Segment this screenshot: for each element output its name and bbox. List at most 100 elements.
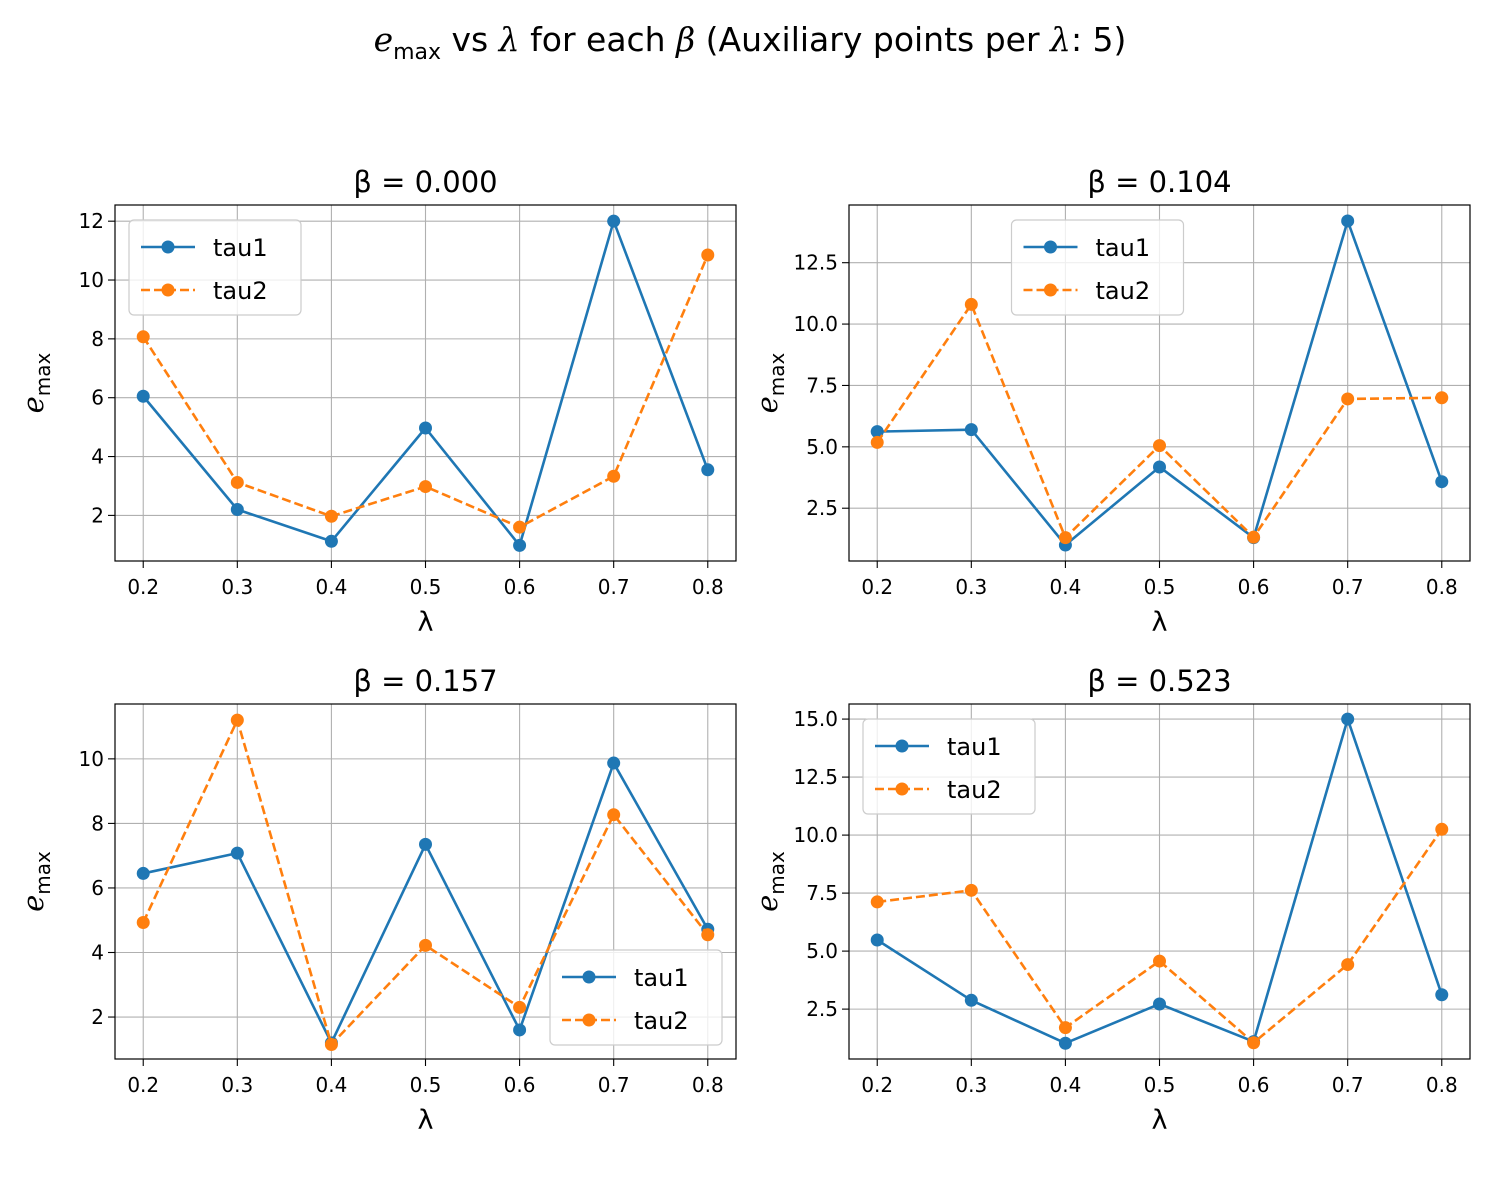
y-tick-label: 8 bbox=[91, 811, 104, 835]
data-point-tau2 bbox=[324, 509, 338, 523]
y-tick-label: 5.0 bbox=[806, 435, 838, 459]
data-point-tau2 bbox=[419, 938, 432, 952]
y-tick-label: 2.5 bbox=[806, 997, 838, 1021]
subplot-1: 0.2 0.3 0.4 0.5 0.6 0.7 0.8 2 4 6 8 10 12 β = 0.000 λ e… bbox=[16, 165, 737, 638]
x-tick-label: 0.8 bbox=[692, 575, 724, 599]
data-point-tau2 bbox=[419, 480, 432, 494]
y-tick-label: 4 bbox=[91, 445, 104, 469]
data-point-tau2 bbox=[1435, 391, 1449, 405]
x-tick-label: 0.7 bbox=[598, 575, 630, 599]
data-point-tau2 bbox=[513, 1000, 527, 1014]
y-axis-label-subscript: max bbox=[31, 352, 55, 396]
subplot-title: β = 0.104 bbox=[1087, 165, 1231, 199]
figure-title: emax vs λ for each β (Auxiliary points p… bbox=[0, 20, 1500, 65]
y-tick-label: 7.5 bbox=[806, 373, 838, 397]
legend-label-tau1: tau1 bbox=[1096, 234, 1151, 262]
data-point-tau2 bbox=[1058, 1021, 1072, 1035]
suptitle-lambda-2: λ bbox=[1050, 20, 1071, 59]
x-tick-label: 0.6 bbox=[504, 575, 536, 599]
data-point-tau2 bbox=[324, 1037, 338, 1051]
data-point-tau2 bbox=[1341, 958, 1355, 972]
data-point-tau1 bbox=[1153, 997, 1166, 1011]
legend-marker-tau2 bbox=[161, 283, 175, 297]
x-tick-label: 0.8 bbox=[1426, 575, 1458, 599]
data-point-tau2 bbox=[136, 330, 150, 344]
legend-marker-tau2 bbox=[895, 782, 909, 796]
y-tick-label: 8 bbox=[91, 327, 104, 351]
x-tick-label: 0.6 bbox=[504, 1073, 536, 1097]
data-point-tau1 bbox=[870, 933, 884, 947]
x-tick-label: 0.7 bbox=[1332, 1073, 1364, 1097]
data-point-tau1 bbox=[607, 214, 621, 228]
x-tick-label: 0.5 bbox=[410, 1073, 442, 1097]
y-tick-label: 12.5 bbox=[793, 251, 838, 275]
x-tick-label: 0.2 bbox=[861, 575, 893, 599]
data-point-tau1 bbox=[1341, 712, 1355, 726]
data-point-tau1 bbox=[1341, 214, 1355, 228]
y-axis-label-symbol: e bbox=[16, 895, 50, 912]
suptitle-text-3: (Auxiliary points per bbox=[695, 20, 1051, 59]
data-point-tau2 bbox=[607, 808, 621, 822]
legend: tau1 tau2 bbox=[862, 718, 1036, 815]
data-point-tau1 bbox=[1058, 1036, 1072, 1050]
data-point-tau2 bbox=[870, 895, 884, 909]
x-tick-label: 0.5 bbox=[410, 575, 442, 599]
suptitle-symbol: e bbox=[373, 20, 394, 59]
y-axis-label-symbol: e bbox=[16, 396, 50, 413]
data-point-tau2 bbox=[230, 713, 244, 727]
data-point-tau1 bbox=[136, 866, 150, 880]
y-tick-label: 6 bbox=[91, 876, 104, 900]
suptitle-text-4: : 5) bbox=[1070, 20, 1127, 59]
y-tick-label: 10 bbox=[79, 747, 104, 771]
x-tick-label: 0.4 bbox=[1050, 575, 1082, 599]
data-point-tau2 bbox=[1435, 822, 1449, 836]
data-point-tau1 bbox=[136, 389, 150, 403]
data-point-tau2 bbox=[607, 469, 621, 483]
y-axis-label: emax bbox=[750, 851, 789, 912]
y-axis-label: emax bbox=[16, 352, 55, 413]
x-tick-label: 0.8 bbox=[692, 1073, 724, 1097]
suptitle-subscript: max bbox=[393, 40, 442, 65]
y-tick-label: 10.0 bbox=[793, 823, 838, 847]
data-point-tau1 bbox=[513, 538, 527, 552]
data-point-tau1 bbox=[607, 756, 621, 770]
subplot-title: β = 0.000 bbox=[353, 165, 497, 199]
y-tick-label: 5.0 bbox=[806, 939, 838, 963]
y-tick-label: 12.5 bbox=[793, 765, 838, 789]
data-point-tau2 bbox=[1247, 530, 1261, 544]
data-point-tau1 bbox=[1435, 475, 1449, 489]
y-axis-label-symbol: e bbox=[750, 895, 784, 912]
y-tick-label: 6 bbox=[91, 386, 104, 410]
y-axis-label-subscript: max bbox=[765, 851, 789, 895]
data-point-tau2 bbox=[1341, 392, 1355, 406]
y-tick-label: 2 bbox=[91, 1005, 104, 1029]
suptitle-text-1: vs bbox=[441, 20, 499, 59]
legend-marker-tau1 bbox=[1044, 240, 1057, 254]
subplot-2: 0.2 0.3 0.4 0.5 0.6 0.7 0.8 2.5 5.0 7.5 10.0 12.5 β … bbox=[750, 165, 1471, 638]
y-tick-label: 4 bbox=[91, 941, 104, 965]
x-tick-label: 0.4 bbox=[316, 1073, 348, 1097]
x-tick-label: 0.3 bbox=[221, 1073, 253, 1097]
legend-marker-tau1 bbox=[582, 970, 596, 984]
x-tick-label: 0.3 bbox=[221, 575, 253, 599]
data-point-tau1 bbox=[701, 463, 715, 477]
x-tick-label: 0.2 bbox=[127, 575, 159, 599]
x-tick-label: 0.8 bbox=[1426, 1073, 1458, 1097]
x-axis-label: λ bbox=[418, 607, 434, 638]
legend-label-tau2: tau2 bbox=[947, 776, 1002, 804]
legend-label-tau1: tau1 bbox=[213, 234, 268, 262]
y-axis-label-symbol: e bbox=[750, 396, 784, 413]
x-tick-label: 0.6 bbox=[1238, 1073, 1270, 1097]
x-tick-label: 0.4 bbox=[1050, 1073, 1082, 1097]
data-point-tau1 bbox=[324, 534, 338, 548]
subplot-title: β = 0.157 bbox=[353, 664, 497, 698]
x-tick-label: 0.7 bbox=[1332, 575, 1364, 599]
suptitle-beta: β bbox=[676, 20, 696, 59]
y-axis-label-subscript: max bbox=[765, 352, 789, 396]
data-point-tau2 bbox=[136, 915, 150, 929]
y-axis-label: emax bbox=[750, 352, 789, 413]
data-point-tau1 bbox=[230, 846, 244, 860]
data-point-tau1 bbox=[964, 993, 978, 1007]
data-point-tau2 bbox=[230, 475, 244, 489]
data-point-tau1 bbox=[870, 425, 884, 439]
